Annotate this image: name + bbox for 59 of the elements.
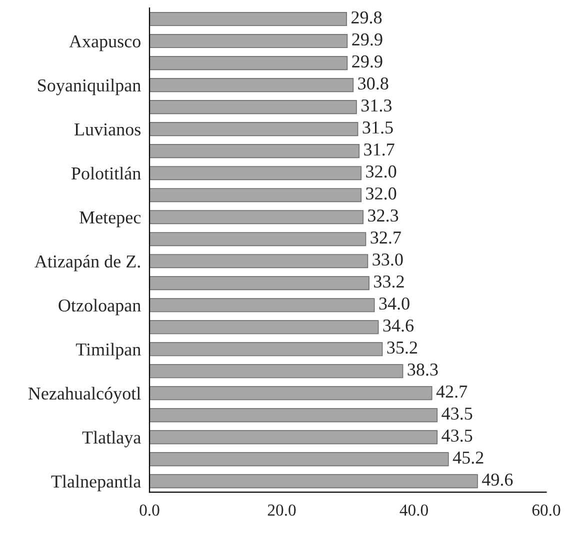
data-label: 33.0 xyxy=(372,253,403,266)
data-label: 38.3 xyxy=(408,363,438,376)
y-tick-label: Polotitlán xyxy=(71,166,141,180)
y-tick-label: Otzoloapan xyxy=(58,298,141,316)
y-tick-label: Axapusco xyxy=(69,35,140,52)
data-label: 42.7 xyxy=(436,386,468,398)
y-tick-label: Tlatlaya xyxy=(82,430,141,448)
data-label: 32.0 xyxy=(366,187,396,200)
y-tick-label: Soyaniquilpan xyxy=(38,78,141,96)
bar xyxy=(150,430,438,444)
data-label: 49.6 xyxy=(482,474,513,486)
bar xyxy=(150,408,438,422)
bar xyxy=(150,210,364,224)
data-label: 32.0 xyxy=(366,165,396,178)
data-label: 31.5 xyxy=(362,121,393,134)
data-label: 29.8 xyxy=(352,11,382,24)
bar xyxy=(150,298,375,312)
bar xyxy=(150,188,362,202)
data-label: 31.3 xyxy=(362,99,392,112)
bar xyxy=(150,364,404,378)
bar xyxy=(150,34,348,48)
bar xyxy=(150,100,357,114)
bar xyxy=(150,122,358,136)
y-tick-label: Metepec xyxy=(80,212,141,228)
data-label: 35.2 xyxy=(387,342,418,354)
y-tick-label: Nezahualcóyotl xyxy=(28,386,141,404)
bar xyxy=(150,474,478,488)
bar xyxy=(150,276,370,290)
y-tick-label: Atizapán de Z. xyxy=(34,254,140,272)
data-label: 32.7 xyxy=(370,231,401,244)
data-label: 29.9 xyxy=(352,55,382,68)
bar xyxy=(150,342,383,356)
data-label: 29.9 xyxy=(352,33,382,46)
bar xyxy=(150,386,432,400)
data-label: 33.2 xyxy=(374,276,404,288)
data-label: 43.5 xyxy=(442,408,472,420)
bar xyxy=(150,320,379,334)
data-label: 43.5 xyxy=(442,430,472,442)
data-label: 32.3 xyxy=(368,209,398,222)
x-tick-label: 0.0 xyxy=(140,504,160,516)
bar xyxy=(150,78,354,92)
bar xyxy=(150,56,348,70)
bar xyxy=(150,452,449,466)
bar xyxy=(150,254,368,268)
y-tick-label: Luvianos xyxy=(74,123,141,136)
data-label: 30.8 xyxy=(358,77,388,90)
data-label: 31.7 xyxy=(364,143,394,156)
data-label: 45.2 xyxy=(452,452,484,464)
x-tick-label: 20.0 xyxy=(268,504,296,516)
bar xyxy=(150,166,362,180)
bar xyxy=(150,144,360,158)
x-tick-label: 40.0 xyxy=(400,504,428,516)
y-tick-label: Tlalnepantla xyxy=(51,474,141,492)
x-tick-label: 60.0 xyxy=(532,504,560,516)
data-label: 34.0 xyxy=(379,297,410,310)
bar xyxy=(150,12,347,26)
y-tick-label: Timilpan xyxy=(76,342,141,360)
data-label: 34.6 xyxy=(383,320,414,332)
bar xyxy=(150,232,366,246)
